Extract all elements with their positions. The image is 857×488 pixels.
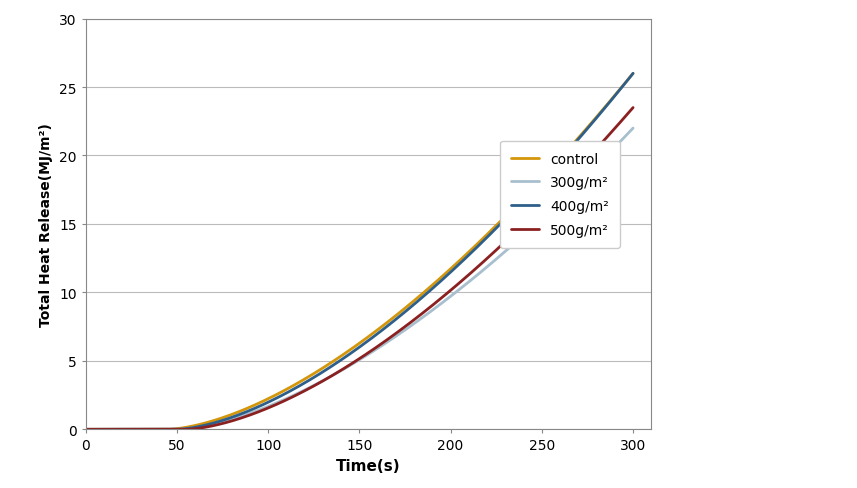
Line: 400g/m²: 400g/m²	[86, 74, 633, 429]
400g/m²	[276, 393, 286, 399]
500g/m²	[381, 337, 392, 343]
Legend: control, 300g/m², 400g/m², 500g/m²: control, 300g/m², 400g/m², 500g/m²	[500, 141, 620, 248]
400g/m²	[464, 252, 475, 258]
control	[567, 142, 578, 148]
control	[428, 283, 438, 288]
300g/m²	[431, 305, 441, 310]
400g/m²	[568, 142, 578, 148]
300g/m²	[376, 343, 387, 349]
Line: 500g/m²: 500g/m²	[86, 108, 633, 429]
control	[269, 393, 279, 399]
500g/m²	[570, 170, 580, 176]
control	[372, 328, 382, 334]
400g/m²	[628, 71, 638, 77]
control	[461, 252, 471, 258]
500g/m²	[81, 427, 91, 432]
300g/m²	[568, 186, 578, 192]
Line: control: control	[86, 74, 633, 429]
400g/m²	[376, 328, 387, 334]
X-axis label: Time(s): Time(s)	[336, 458, 401, 473]
300g/m²	[181, 426, 191, 432]
500g/m²	[435, 296, 446, 302]
300g/m²	[628, 126, 638, 132]
500g/m²	[190, 426, 201, 432]
control	[172, 426, 183, 432]
400g/m²	[181, 426, 191, 432]
400g/m²	[81, 427, 91, 432]
400g/m²	[431, 283, 441, 288]
500g/m²	[628, 105, 638, 111]
500g/m²	[283, 396, 293, 402]
control	[81, 427, 91, 432]
300g/m²	[276, 398, 286, 404]
500g/m²	[468, 269, 478, 275]
Line: 300g/m²: 300g/m²	[86, 129, 633, 429]
300g/m²	[81, 427, 91, 432]
control	[628, 71, 638, 77]
Y-axis label: Total Heat Release(MJ/m²): Total Heat Release(MJ/m²)	[39, 123, 53, 326]
300g/m²	[464, 279, 475, 285]
